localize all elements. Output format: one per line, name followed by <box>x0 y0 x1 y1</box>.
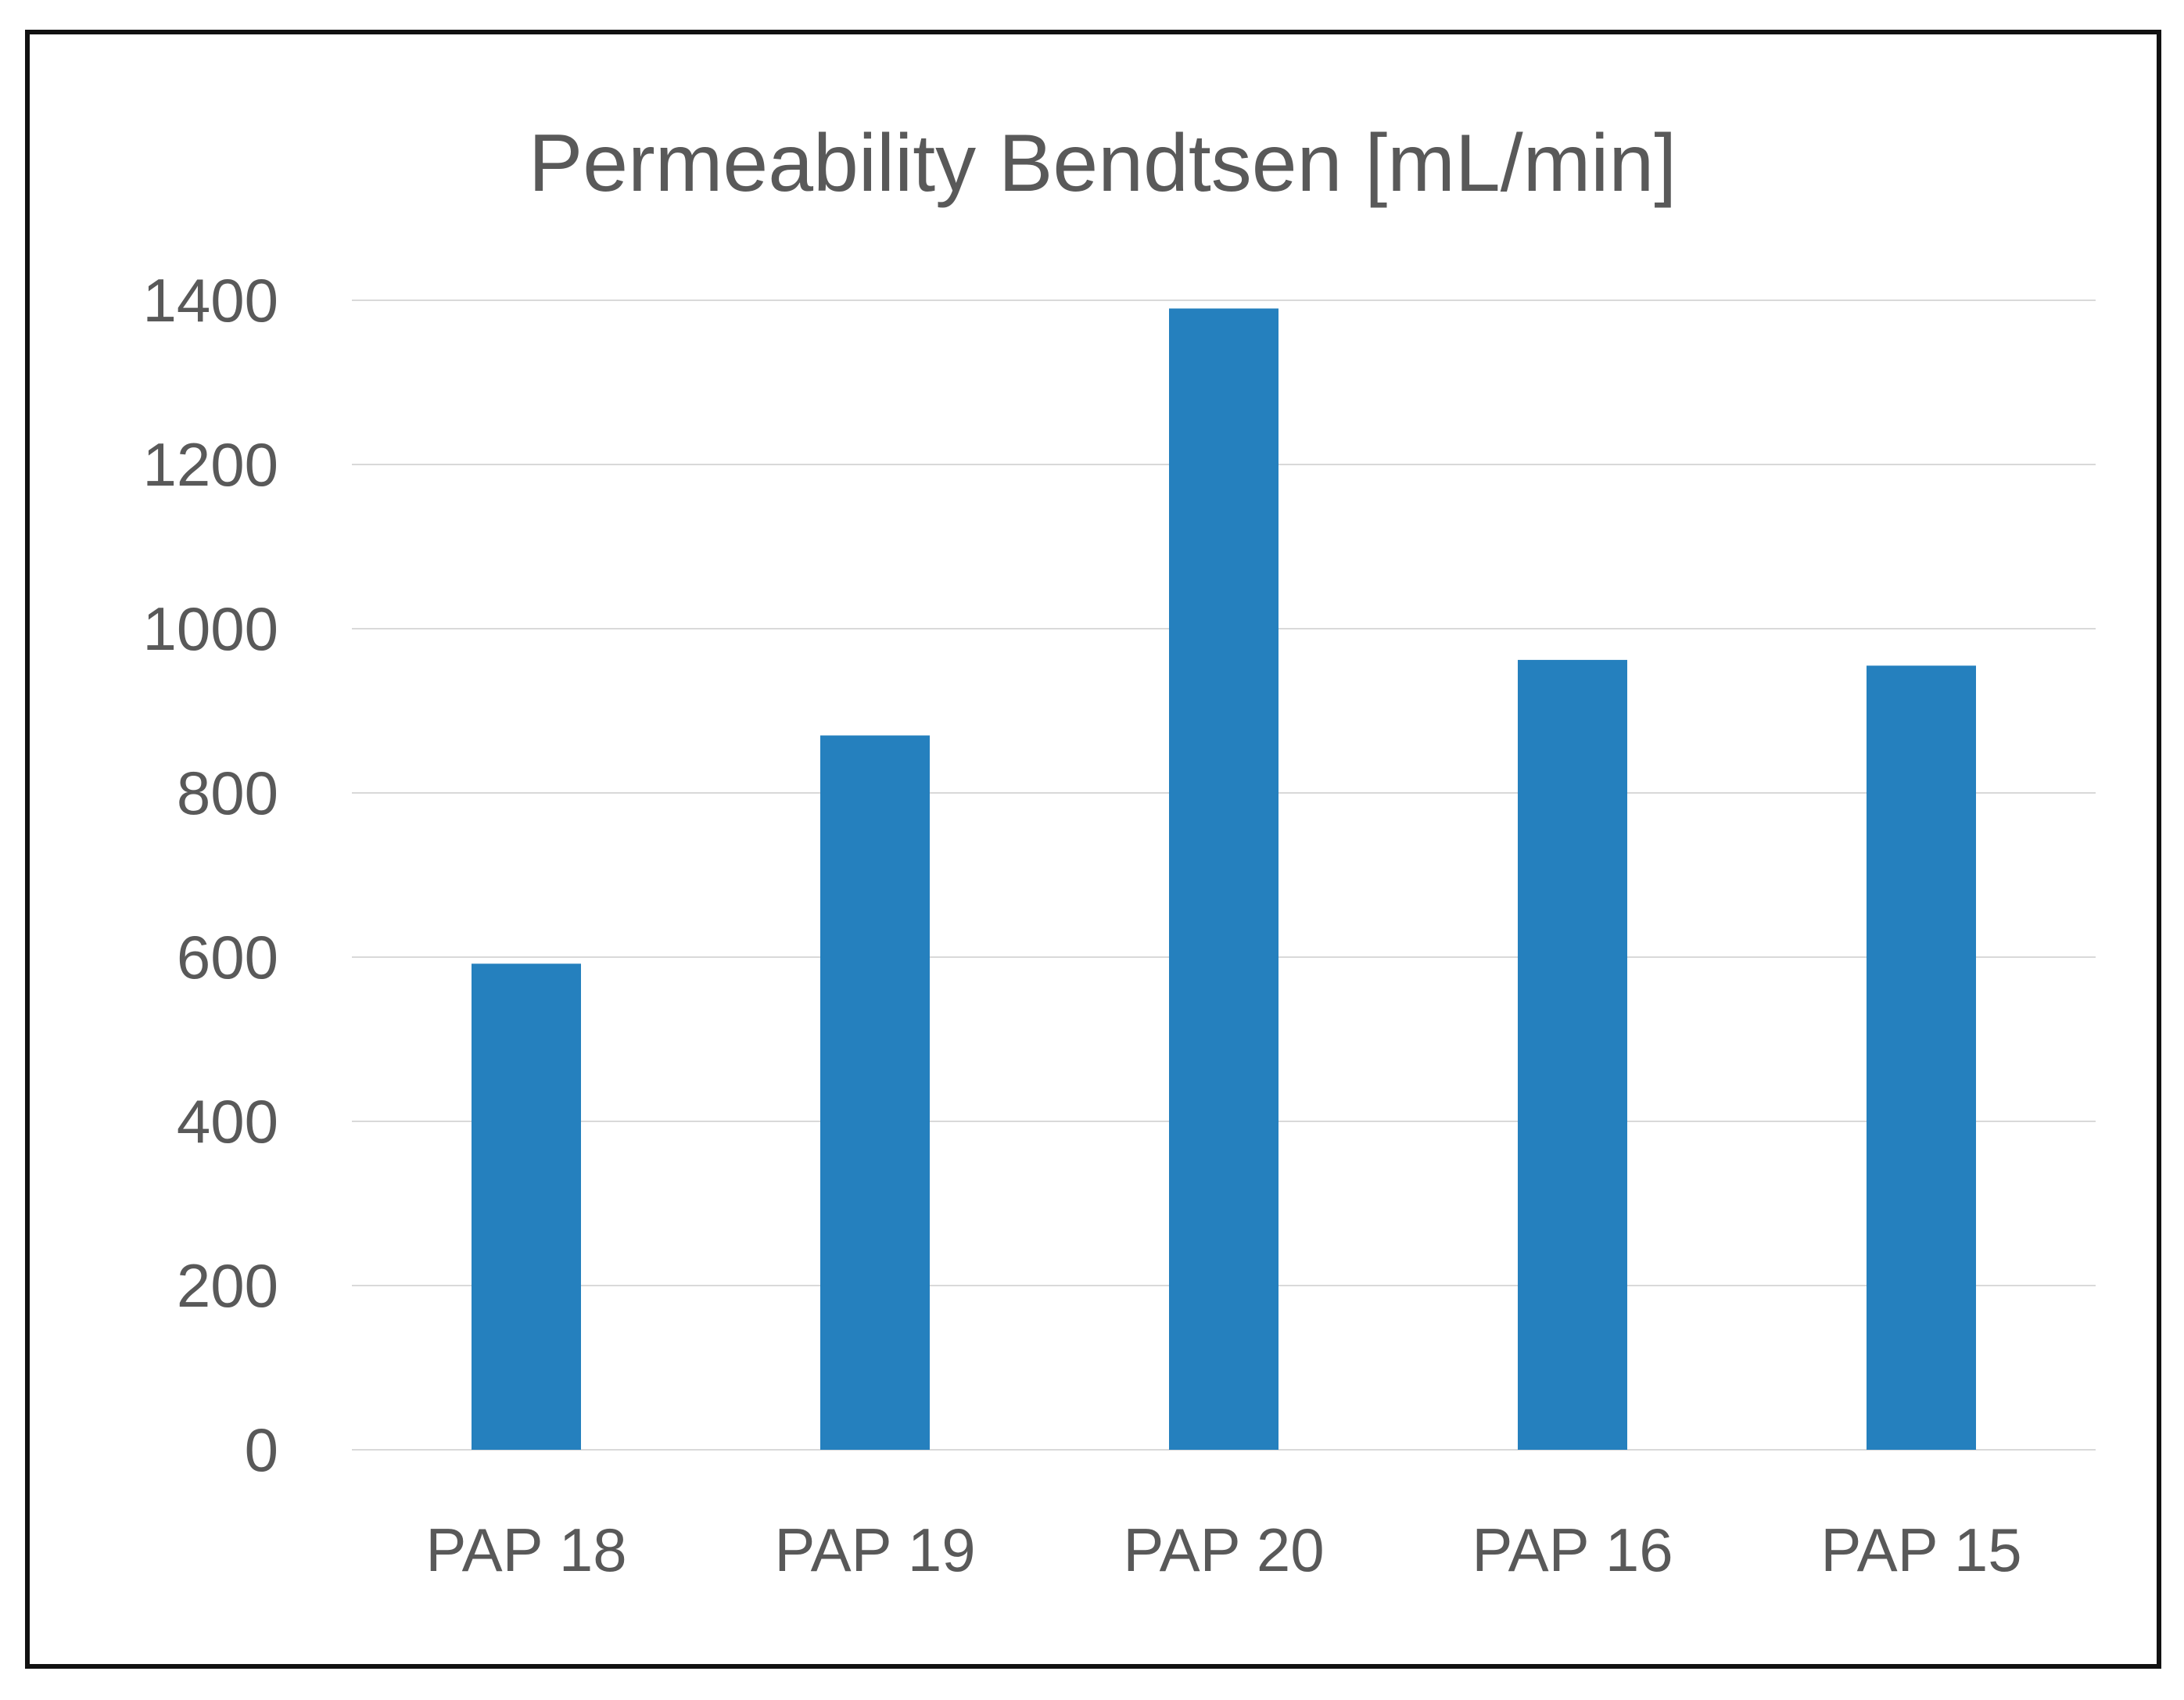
bars <box>472 308 1976 1450</box>
bar-pap-19 <box>820 735 930 1450</box>
y-tick-label-400: 400 <box>177 1087 278 1156</box>
y-tick-label-1000: 1000 <box>142 594 278 663</box>
y-axis-tick-labels: 0 200 400 600 800 1000 1200 1400 <box>142 266 278 1484</box>
x-category-label-pap-16: PAP 16 <box>1472 1515 1673 1584</box>
chart-frame: Permeability Bendtsen [mL/min] 0 200 400 60… <box>25 30 2161 1669</box>
x-category-label-pap-20: PAP 20 <box>1123 1515 1324 1584</box>
bar-pap-20 <box>1169 308 1278 1450</box>
y-tick-label-800: 800 <box>177 759 278 827</box>
y-tick-label-600: 600 <box>177 923 278 992</box>
x-axis-category-labels: PAP 18 PAP 19 PAP 20 PAP 16 PAP 15 <box>425 1515 2021 1584</box>
bar-pap-18 <box>472 963 581 1450</box>
bar-chart: Permeability Bendtsen [mL/min] 0 200 400 60… <box>142 118 2096 1584</box>
x-category-label-pap-18: PAP 18 <box>425 1515 626 1584</box>
x-category-label-pap-15: PAP 15 <box>1820 1515 2021 1584</box>
y-tick-label-0: 0 <box>245 1415 278 1484</box>
y-tick-label-200: 200 <box>177 1251 278 1320</box>
y-tick-label-1400: 1400 <box>142 266 278 335</box>
bar-pap-16 <box>1518 659 1627 1450</box>
y-tick-label-1200: 1200 <box>142 430 278 499</box>
chart-title: Permeability Bendtsen [mL/min] <box>529 118 1677 209</box>
bar-pap-15 <box>1867 665 1976 1450</box>
x-category-label-pap-19: PAP 19 <box>774 1515 975 1584</box>
